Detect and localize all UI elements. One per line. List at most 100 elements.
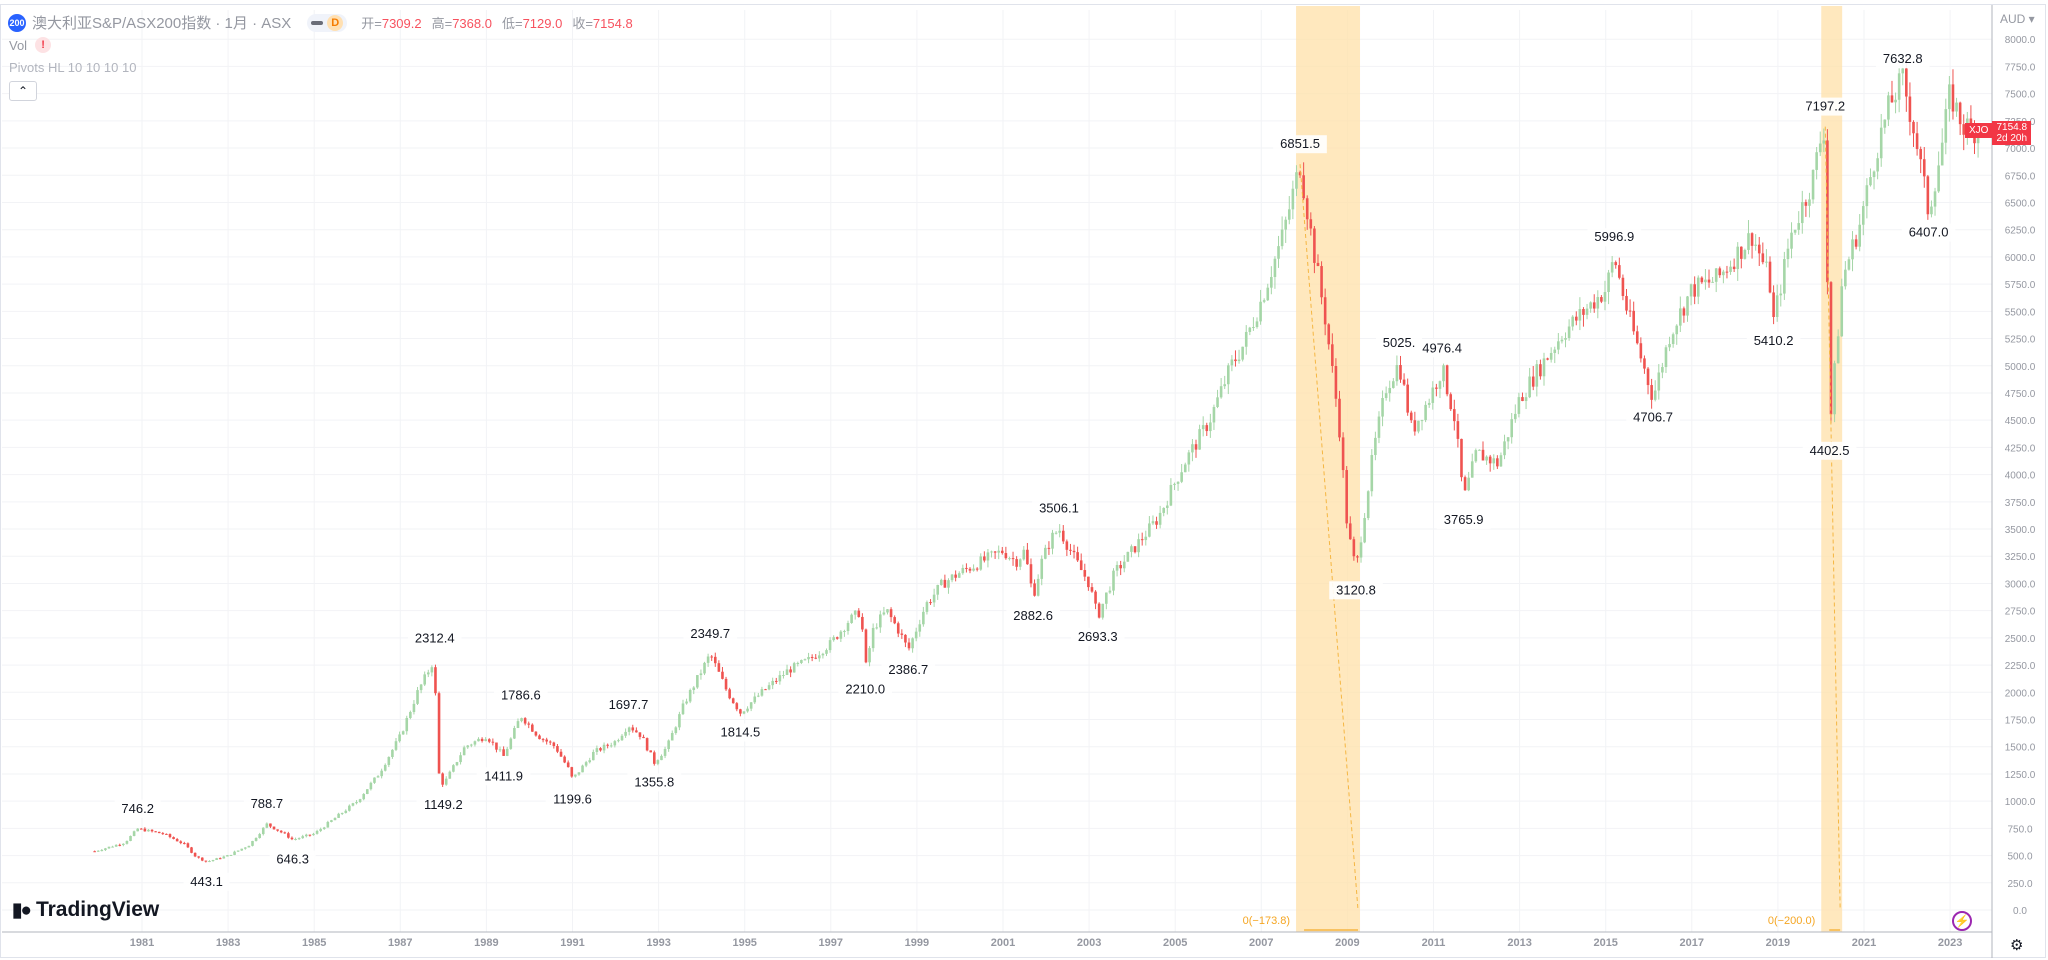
pivot-label: 1786.6 bbox=[501, 688, 541, 703]
candle-body bbox=[688, 690, 692, 702]
currency-selector[interactable]: AUD ▾ bbox=[2000, 12, 2035, 26]
x-tick-label: 1989 bbox=[474, 937, 498, 949]
candle-body bbox=[1205, 425, 1209, 432]
candle-body bbox=[721, 671, 724, 679]
candle-body bbox=[1069, 549, 1072, 551]
candle-body bbox=[947, 580, 950, 588]
gear-icon[interactable]: ⚙ bbox=[2010, 937, 2024, 954]
candle-body bbox=[889, 609, 893, 618]
candle-body bbox=[1743, 249, 1747, 259]
candle-body bbox=[574, 774, 577, 777]
candle-body bbox=[269, 823, 272, 827]
candle-body bbox=[879, 614, 882, 628]
candle-body bbox=[821, 653, 825, 656]
candle-body bbox=[739, 709, 742, 714]
candle-body bbox=[559, 751, 563, 757]
pivot-label-bg bbox=[1802, 441, 1857, 460]
candle-body bbox=[1363, 518, 1366, 543]
candle-body bbox=[1793, 229, 1797, 233]
pivot-label-bg bbox=[494, 686, 548, 705]
candle-body bbox=[1671, 334, 1675, 345]
candle-body bbox=[1879, 127, 1883, 159]
candle-body bbox=[1280, 229, 1284, 247]
symbol-title[interactable]: 澳大利亚S&P/ASX200指数 · 1月 · ASX bbox=[32, 15, 292, 32]
pivot-label: 5025. bbox=[1383, 335, 1416, 350]
candle-body bbox=[1962, 124, 1966, 135]
candle-body bbox=[1201, 425, 1205, 430]
candle-body bbox=[541, 739, 545, 741]
candle-body bbox=[301, 836, 305, 839]
candle-body bbox=[1169, 484, 1173, 506]
candle-body bbox=[620, 735, 624, 741]
pivots-indicator-label[interactable]: Pivots HL 10 10 10 10 bbox=[9, 60, 137, 75]
candle-body bbox=[652, 752, 656, 764]
market-status-pill[interactable]: D bbox=[307, 13, 348, 32]
candle-body bbox=[398, 734, 401, 742]
candle-body bbox=[1869, 177, 1872, 186]
candle-body bbox=[1596, 297, 1600, 309]
candle-body bbox=[548, 741, 552, 743]
candle-body bbox=[1578, 309, 1582, 321]
candle-body bbox=[871, 627, 875, 649]
candle-body bbox=[1449, 394, 1453, 410]
candle-body bbox=[1148, 523, 1151, 537]
candle-body bbox=[839, 631, 843, 639]
candle-body bbox=[477, 738, 480, 742]
pivot-label-bg bbox=[1273, 135, 1327, 154]
y-tick-label: 5500.0 bbox=[2005, 307, 2036, 318]
candle-body bbox=[1829, 282, 1833, 415]
candle-body bbox=[1822, 140, 1826, 144]
candle-body bbox=[1262, 300, 1266, 302]
drawdown-line bbox=[1299, 164, 1359, 911]
y-tick-label: 3000.0 bbox=[2005, 579, 2036, 590]
candle-body bbox=[1693, 284, 1696, 297]
candle-body bbox=[179, 841, 183, 844]
candle-body bbox=[1589, 302, 1592, 309]
pivot-label: 3506.1 bbox=[1039, 500, 1079, 515]
candle-body bbox=[1460, 438, 1463, 478]
candle-body bbox=[200, 857, 204, 861]
pivot-label: 1149.2 bbox=[424, 797, 463, 812]
pivot-label: 1411.9 bbox=[484, 768, 523, 783]
candle-body bbox=[1926, 176, 1930, 215]
candle-body bbox=[961, 567, 965, 574]
tradingview-logo[interactable]: ▮● TradingView bbox=[12, 898, 159, 922]
candle-body bbox=[1255, 321, 1259, 327]
candle-body bbox=[1417, 420, 1420, 432]
y-tick-label: 7000.0 bbox=[2005, 144, 2036, 155]
tradingview-wordmark: TradingView bbox=[35, 898, 160, 921]
candle-body bbox=[1783, 259, 1786, 294]
collapse-legend-button[interactable]: ⌃ bbox=[9, 81, 37, 101]
candle-body bbox=[1341, 437, 1345, 471]
pivot-label: 2210.0 bbox=[845, 681, 885, 696]
candle-body bbox=[1463, 477, 1467, 491]
volume-indicator[interactable]: Vol ! bbox=[9, 37, 52, 53]
candle-body bbox=[1675, 325, 1679, 335]
x-tick-label: 1991 bbox=[560, 937, 584, 949]
candle-body bbox=[233, 851, 236, 855]
pivot-label-bg bbox=[881, 661, 936, 680]
y-tick-label: 1250.0 bbox=[2005, 770, 2036, 781]
x-tick-label: 1985 bbox=[302, 937, 326, 949]
candle-body bbox=[326, 821, 330, 828]
candle-body bbox=[513, 728, 516, 739]
candle-body bbox=[778, 675, 782, 682]
candle-body bbox=[1732, 266, 1736, 270]
candle-body bbox=[803, 659, 807, 661]
candle-body bbox=[1524, 397, 1528, 402]
x-tick-label: 1987 bbox=[388, 937, 412, 949]
lightning-icon[interactable]: ⚡ bbox=[1952, 911, 1972, 931]
candle-body bbox=[1815, 152, 1818, 170]
candle-body bbox=[1958, 102, 1962, 125]
candle-body bbox=[796, 663, 800, 665]
candle-body bbox=[681, 703, 685, 715]
pivot-label-bg bbox=[1875, 50, 1930, 69]
candle-body bbox=[1510, 419, 1514, 438]
candle-body bbox=[1725, 271, 1729, 273]
candle-body bbox=[1625, 295, 1628, 311]
x-tick-label: 2007 bbox=[1249, 937, 1273, 949]
pivot-label-bg bbox=[416, 795, 471, 814]
y-tick-label: 500.0 bbox=[2007, 852, 2032, 863]
warning-icon[interactable]: ! bbox=[35, 37, 52, 53]
